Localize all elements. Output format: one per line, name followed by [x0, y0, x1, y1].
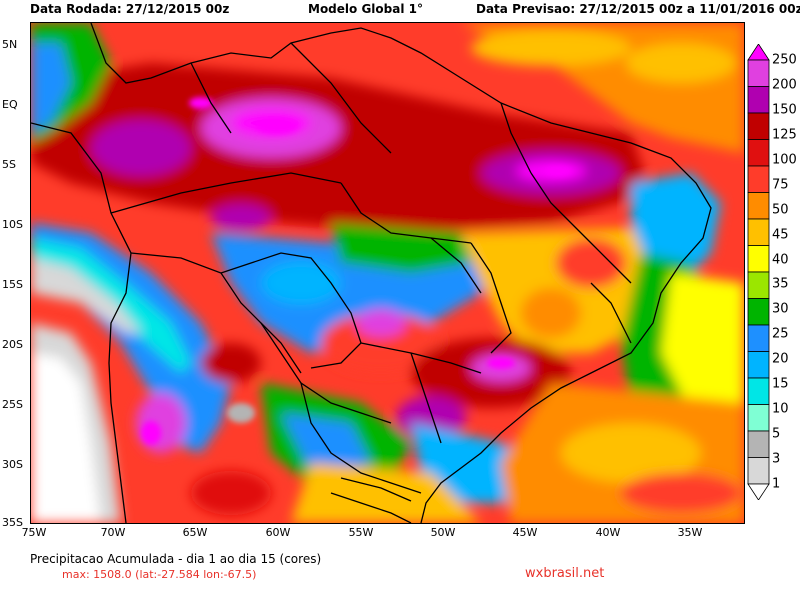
legend-swatch	[747, 404, 770, 432]
lon-label-60w: 60W	[265, 526, 291, 539]
forecast-date-label: Data Previsao: 27/12/2015 00z a 11/01/20…	[476, 2, 800, 16]
lat-label-5s: 5S	[2, 158, 16, 171]
lat-label-eq: EQ	[2, 98, 18, 111]
legend-swatch	[747, 192, 770, 220]
legend-label: 3	[772, 451, 781, 467]
lat-label-20s: 20S	[2, 338, 23, 351]
political-borders	[31, 23, 712, 523]
legend-swatch	[747, 218, 770, 246]
legend-label: 200	[772, 77, 797, 93]
legend-swatch	[747, 351, 770, 379]
lat-label-10s: 10S	[2, 218, 23, 231]
lon-label-50w: 50W	[430, 526, 456, 539]
legend-label: 25	[772, 326, 789, 342]
lat-label-5n: 5N	[2, 38, 18, 51]
legend-label: 1	[772, 476, 781, 492]
legend-label: 15	[772, 376, 789, 392]
legend-swatch	[747, 324, 770, 352]
legend-label: 30	[772, 301, 789, 317]
legend-swatch	[747, 86, 770, 114]
legend-label: 150	[772, 102, 797, 118]
legend-label: 10	[772, 401, 789, 417]
legend-swatch	[747, 430, 770, 458]
lat-label-25s: 25S	[2, 398, 23, 411]
legend-swatch	[747, 245, 770, 273]
run-date-label: Data Rodada: 27/12/2015 00z	[30, 2, 230, 16]
lon-label-55w: 55W	[348, 526, 374, 539]
lon-label-45w: 45W	[512, 526, 538, 539]
model-name-label: Modelo Global 1°	[308, 2, 423, 16]
lon-label-65w: 65W	[182, 526, 208, 539]
caption-max-value: max: 1508.0 (lat:-27.584 lon:-67.5)	[62, 568, 257, 581]
legend-swatch	[747, 377, 770, 405]
legend-label: 50	[772, 202, 789, 218]
lat-label-15s: 15S	[2, 278, 23, 291]
lat-label-35s: 35S	[2, 516, 23, 529]
lon-label-75w: 75W	[21, 526, 47, 539]
legend-swatch	[747, 59, 770, 87]
precipitation-map	[30, 22, 745, 524]
legend-swatch	[747, 112, 770, 140]
legend-label: 35	[772, 276, 789, 292]
legend-label: 20	[772, 351, 789, 367]
site-credit: wxbrasil.net	[525, 566, 605, 581]
precip-field	[31, 23, 744, 523]
legend-label: 5	[772, 426, 781, 442]
legend-swatch	[747, 271, 770, 299]
lon-label-70w: 70W	[100, 526, 126, 539]
precip-detail	[141, 97, 572, 445]
lat-label-30s: 30S	[2, 458, 23, 471]
legend-label: 45	[772, 227, 789, 243]
legend-swatch	[747, 165, 770, 193]
lon-label-40w: 40W	[595, 526, 621, 539]
lon-label-35w: 35W	[677, 526, 703, 539]
caption-title: Precipitacao Acumulada - dia 1 ao dia 15…	[30, 552, 322, 566]
legend-arrow-bottom	[747, 483, 770, 500]
legend-swatch	[747, 457, 770, 485]
legend-swatch	[747, 298, 770, 326]
legend-swatch	[747, 139, 770, 167]
legend-arrow-top	[747, 44, 770, 61]
legend-label: 100	[772, 152, 797, 168]
legend-label: 125	[772, 127, 797, 143]
legend-label: 250	[772, 52, 797, 68]
precipitation-legend	[747, 44, 770, 500]
legend-label: 75	[772, 177, 789, 193]
legend-label: 40	[772, 252, 789, 268]
